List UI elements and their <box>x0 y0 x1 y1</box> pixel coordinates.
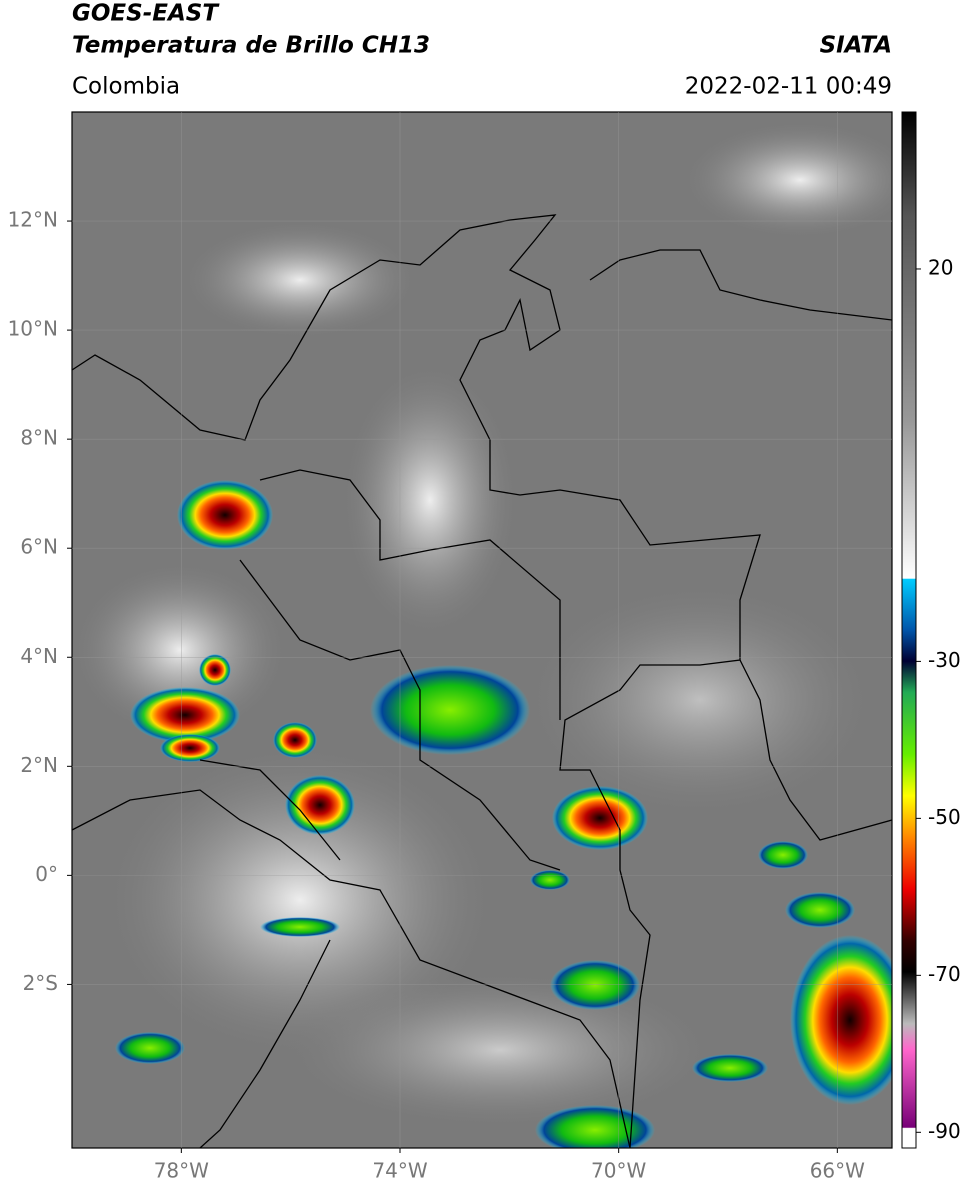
satellite-image <box>72 112 892 1148</box>
source: SIATA <box>820 33 892 59</box>
timestamp: 2022-02-11 00:49 <box>685 74 892 100</box>
x-tick-label: 66°W <box>810 1159 865 1183</box>
y-tick-label: 6°N <box>20 535 58 559</box>
map-frame <box>71 111 893 1149</box>
x-tick-label: 74°W <box>372 1159 427 1183</box>
colorbar-tick-label: -90 <box>928 1119 961 1143</box>
x-tick-label: 70°W <box>591 1159 646 1183</box>
region: Colombia <box>72 74 180 100</box>
y-tick-label: 8°N <box>20 426 58 450</box>
colorbar-tick-label: -70 <box>928 962 961 986</box>
x-tick-label: 78°W <box>154 1159 209 1183</box>
y-tick-label: 10°N <box>8 317 58 341</box>
colorbar <box>901 111 917 1149</box>
y-tick-label: 4°N <box>20 644 58 668</box>
y-tick-label: 2°S <box>23 971 58 995</box>
colorbar-tick-label: -50 <box>928 805 961 829</box>
title: GOES-EAST <box>72 1 220 27</box>
y-tick-label: 2°N <box>20 753 58 777</box>
subtitle: Temperatura de Brillo CH13 <box>72 33 430 59</box>
y-tick-label: 0° <box>35 862 58 886</box>
colorbar-tick-label: -30 <box>928 648 961 672</box>
colorbar-tick-label: 20 <box>928 255 953 279</box>
y-tick-label: 12°N <box>8 208 58 232</box>
